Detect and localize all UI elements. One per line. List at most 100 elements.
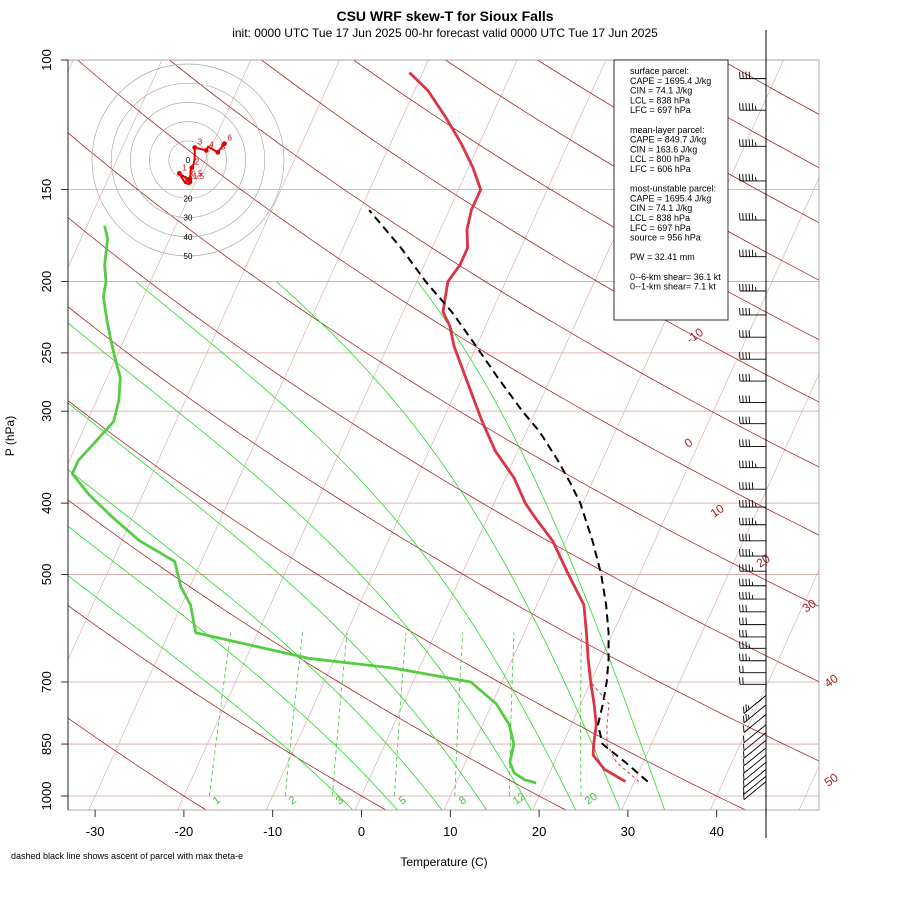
wind-barb <box>743 781 767 800</box>
info-box-frame <box>613 59 729 321</box>
wind-barb-flag <box>742 71 744 79</box>
wind-barb-flag <box>739 677 741 685</box>
hodograph-ring <box>110 82 266 238</box>
info-box-line: mean-layer parcel: <box>630 125 705 135</box>
background-lines <box>68 60 819 810</box>
wind-barb-flag <box>755 503 757 508</box>
wind-barb-flag <box>739 330 741 338</box>
wind-barb-flag <box>742 500 744 508</box>
hodograph-ring-label: 50 <box>184 252 193 261</box>
wind-barb-flag <box>743 735 745 743</box>
wind-barb-flag <box>739 103 741 111</box>
dry-adiabat <box>68 306 819 762</box>
wind-barb-flag <box>742 330 744 338</box>
y-tick-label: 300 <box>39 400 54 422</box>
wind-barb-flag <box>739 564 741 572</box>
wind-barb-flag <box>748 173 751 181</box>
wind-barb-flag <box>742 173 744 181</box>
isotherm-label: 20 <box>754 551 773 570</box>
mixing-ratio-label: 1 <box>211 794 223 807</box>
x-axis-label: Temperature (C) <box>400 855 487 869</box>
hodograph-point <box>192 145 198 150</box>
mixing-ratio-line <box>394 632 407 797</box>
hodograph-ring <box>130 102 246 218</box>
wind-barb-flag <box>755 286 757 292</box>
wind-barb-flag <box>745 71 747 79</box>
info-box-line: CAPE = 1695.4 J/kg <box>630 193 711 203</box>
wind-barb-flag <box>745 641 747 649</box>
wind-barb-flag <box>748 656 751 661</box>
axes: -30 -20 -10 0 10 20 30 401001502002503004005007… <box>39 49 820 839</box>
dry-adiabat <box>68 499 567 810</box>
wind-barb-flag <box>739 617 741 625</box>
wind-barb-flag <box>742 517 744 525</box>
wind-barb-flag <box>739 395 741 403</box>
wind-barb-flag <box>742 629 744 637</box>
hodograph-point <box>176 171 182 176</box>
moist-adiabat <box>68 575 354 810</box>
hodograph-point-label: 0.5 <box>191 170 203 179</box>
wind-barb-flag <box>742 395 744 403</box>
mixing-ratio-label: 20 <box>583 791 600 808</box>
info-box-line: source = 956 hPa <box>630 233 701 243</box>
wind-barb-flag <box>748 249 751 257</box>
wind-barb <box>743 747 767 767</box>
hodograph-point <box>222 141 227 147</box>
wind-barb-flag <box>743 773 745 781</box>
dry-adiabat <box>261 60 819 403</box>
wind-barb-flag <box>748 71 751 79</box>
dry-adiabat <box>68 217 819 683</box>
isotherm-line <box>532 176 819 810</box>
wind-barb-flag <box>743 725 745 733</box>
wind-barb-flag <box>745 564 747 572</box>
temperature-line <box>408 71 627 783</box>
wind-barb-flag <box>755 142 757 147</box>
isotherm-label: 0 <box>682 435 696 450</box>
dry-adiabat <box>68 400 747 810</box>
wind-barb-flag <box>748 416 751 424</box>
hodograph-point <box>187 179 193 185</box>
wind-barb-flag <box>742 213 744 221</box>
y-tick-label: 250 <box>39 342 54 364</box>
wind-barb-flag <box>751 103 754 111</box>
dry-adiabat <box>77 60 819 536</box>
isotherm-label: 50 <box>822 770 841 789</box>
wind-barb-flag <box>743 780 745 788</box>
isotherm-label: 40 <box>822 671 841 690</box>
wind-barb-flag <box>748 330 751 338</box>
wind-barb-flag <box>748 439 751 447</box>
wind-barb-flag <box>745 617 747 625</box>
wind-barb-flag <box>745 604 747 612</box>
wind-barb-flag <box>745 352 747 360</box>
wind-barb-flag <box>742 307 744 315</box>
wind-barb-flag <box>745 548 747 557</box>
wind-barb-flag <box>742 103 744 111</box>
x-tick-label: 40 <box>709 824 723 839</box>
wind-barb-flag <box>739 71 741 79</box>
wind-barb-flag <box>748 517 751 525</box>
hodograph-point-label: 2 <box>195 158 200 167</box>
wind-barb-flag <box>751 581 754 586</box>
wind-barb-flag <box>748 533 751 541</box>
wind-barb-flag <box>747 714 750 719</box>
wind-barb-flag <box>739 373 741 382</box>
info-box-line: LFC = 606 hPa <box>630 164 691 174</box>
wind-barb-flag <box>742 641 744 649</box>
mixing-ratio-label: 5 <box>397 794 409 807</box>
isotherm-line <box>68 60 340 661</box>
chart-title: CSU WRF skew-T for Sioux Falls <box>336 8 553 24</box>
wind-barb-flag <box>745 395 747 403</box>
x-tick-label: 20 <box>532 824 546 839</box>
wind-barb-flag <box>742 352 744 360</box>
wind-barb-flag <box>739 307 741 315</box>
wind-barb-flag <box>739 213 741 221</box>
wind-barb-flag <box>745 629 747 637</box>
wind-barb-flag <box>742 249 744 257</box>
wind-barb <box>743 754 767 774</box>
wind-barb-flag <box>745 460 747 468</box>
wind-barb-flag <box>742 439 744 447</box>
wind-barb-flag <box>743 743 745 751</box>
wind-barb-flag <box>755 106 757 111</box>
mixing-ratio-line <box>454 632 464 797</box>
